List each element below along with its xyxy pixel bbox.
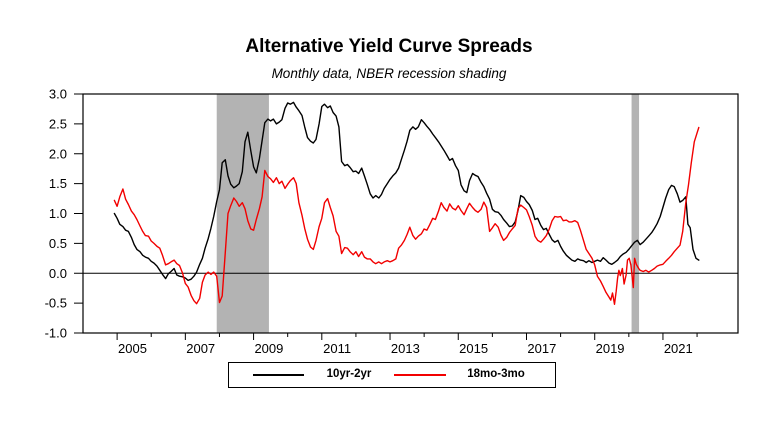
y-axis-tick-label: -1.0	[45, 326, 67, 341]
plot-frame	[82, 93, 739, 334]
x-axis-tick-label: 2009	[254, 341, 283, 356]
y-axis-tick-label: 1.0	[49, 206, 67, 221]
y-axis-tick-label: -0.5	[45, 296, 67, 311]
series-line-10yr-2yr	[113, 101, 700, 282]
series-line-18mo-3mo	[113, 126, 700, 305]
legend-line-sample-red	[394, 374, 446, 376]
x-axis-tick-label: 2011	[323, 341, 351, 356]
legend-label-18mo-3mo: 18mo-3mo	[467, 368, 525, 380]
x-axis-tick-label: 2019	[596, 341, 625, 356]
y-axis-tick-label: 2.0	[49, 146, 67, 161]
recession-band	[216, 94, 269, 333]
legend-line-sample-black	[253, 374, 304, 376]
legend-label-10yr-2yr: 10yr-2yr	[326, 368, 372, 380]
x-axis-tick-label: 2015	[459, 341, 488, 356]
chart-subtitle: Monthly data, NBER recession shading	[271, 66, 507, 81]
legend-box: 10yr-2yr 18mo-3mo	[228, 362, 556, 388]
x-axis-tick-label: 2005	[118, 341, 147, 356]
y-axis-tick-label: 2.5	[49, 116, 67, 131]
y-axis-tick-label: 0.0	[49, 266, 67, 281]
chart-title: Alternative Yield Curve Spreads	[245, 36, 533, 57]
x-axis-tick-label: 2017	[527, 341, 556, 356]
y-axis-tick-label: 0.5	[49, 236, 67, 251]
x-axis-tick-label: 2021	[664, 341, 693, 356]
x-axis-tick-label: 2013	[391, 341, 420, 356]
x-axis-tick-label: 2007	[186, 341, 215, 356]
recession-band	[631, 94, 640, 333]
y-axis-tick-label: 3.0	[49, 87, 67, 102]
y-axis-tick-label: 1.5	[49, 176, 67, 191]
